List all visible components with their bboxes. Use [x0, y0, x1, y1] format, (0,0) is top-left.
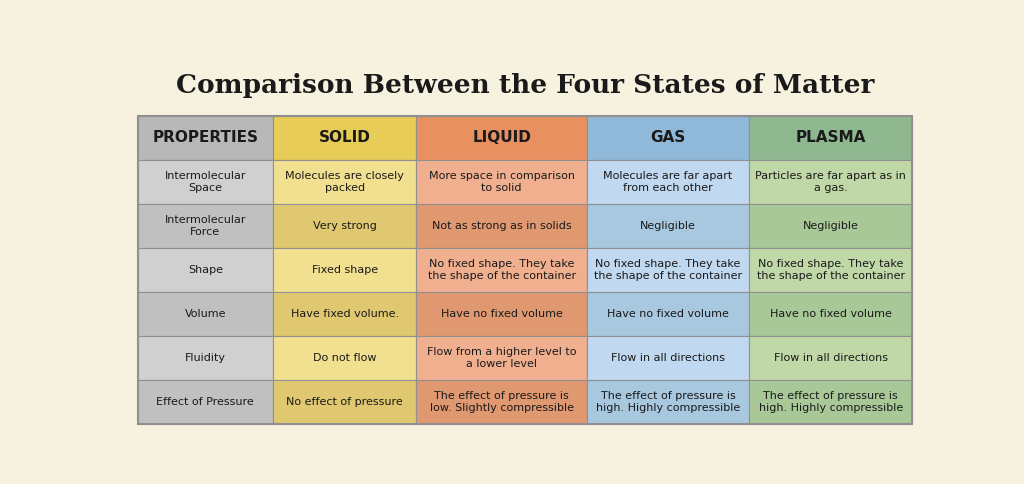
- Bar: [587, 204, 750, 248]
- Text: More space in comparison
to solid: More space in comparison to solid: [429, 171, 574, 193]
- Text: Shape: Shape: [187, 265, 223, 275]
- Text: The effect of pressure is
high. Highly compressible: The effect of pressure is high. Highly c…: [596, 391, 740, 413]
- Text: PROPERTIES: PROPERTIES: [153, 130, 258, 145]
- Bar: [750, 204, 912, 248]
- Bar: [587, 292, 750, 336]
- Text: Particles are far apart as in
a gas.: Particles are far apart as in a gas.: [756, 171, 906, 193]
- Text: Effect of Pressure: Effect of Pressure: [157, 397, 254, 407]
- Bar: [750, 160, 912, 204]
- Text: No fixed shape. They take
the shape of the container: No fixed shape. They take the shape of t…: [427, 259, 575, 281]
- Text: Do not flow: Do not flow: [313, 353, 377, 363]
- Bar: [273, 160, 417, 204]
- Bar: [587, 336, 750, 380]
- Text: Have no fixed volume: Have no fixed volume: [607, 309, 729, 319]
- Bar: [587, 160, 750, 204]
- Bar: [137, 160, 273, 204]
- Bar: [587, 116, 750, 160]
- Text: SOLID: SOLID: [318, 130, 371, 145]
- Bar: [273, 292, 417, 336]
- Text: Very strong: Very strong: [312, 221, 377, 231]
- Text: No fixed shape. They take
the shape of the container: No fixed shape. They take the shape of t…: [594, 259, 742, 281]
- Bar: [417, 336, 587, 380]
- Bar: [750, 380, 912, 424]
- Bar: [137, 292, 273, 336]
- Text: Volume: Volume: [184, 309, 226, 319]
- Text: The effect of pressure is
low. Slightly compressible: The effect of pressure is low. Slightly …: [429, 391, 573, 413]
- Text: Fixed shape: Fixed shape: [311, 265, 378, 275]
- Text: Molecules are far apart
from each other: Molecules are far apart from each other: [603, 171, 733, 193]
- Text: No fixed shape. They take
the shape of the container: No fixed shape. They take the shape of t…: [757, 259, 905, 281]
- Bar: [273, 336, 417, 380]
- Text: Negligible: Negligible: [803, 221, 859, 231]
- Bar: [137, 116, 912, 424]
- Bar: [137, 248, 273, 292]
- Text: No effect of pressure: No effect of pressure: [287, 397, 403, 407]
- Text: Flow in all directions: Flow in all directions: [611, 353, 725, 363]
- Text: The effect of pressure is
high. Highly compressible: The effect of pressure is high. Highly c…: [759, 391, 903, 413]
- Bar: [137, 116, 273, 160]
- Text: Intermolecular
Space: Intermolecular Space: [165, 171, 246, 193]
- Text: Not as strong as in solids: Not as strong as in solids: [432, 221, 571, 231]
- Bar: [417, 160, 587, 204]
- Text: Comparison Between the Four States of Matter: Comparison Between the Four States of Ma…: [175, 73, 874, 98]
- Bar: [587, 380, 750, 424]
- Text: Flow from a higher level to
a lower level: Flow from a higher level to a lower leve…: [427, 347, 577, 369]
- Text: Negligible: Negligible: [640, 221, 696, 231]
- Text: LIQUID: LIQUID: [472, 130, 531, 145]
- Bar: [750, 248, 912, 292]
- Bar: [750, 292, 912, 336]
- Bar: [137, 336, 273, 380]
- Text: Have no fixed volume: Have no fixed volume: [440, 309, 562, 319]
- Text: Fluidity: Fluidity: [184, 353, 226, 363]
- Text: GAS: GAS: [650, 130, 686, 145]
- Bar: [417, 292, 587, 336]
- Bar: [273, 116, 417, 160]
- Text: Intermolecular
Force: Intermolecular Force: [165, 215, 246, 237]
- Bar: [417, 204, 587, 248]
- Text: Have no fixed volume: Have no fixed volume: [770, 309, 892, 319]
- Bar: [273, 380, 417, 424]
- Text: PLASMA: PLASMA: [796, 130, 866, 145]
- Text: Molecules are closely
packed: Molecules are closely packed: [286, 171, 404, 193]
- Bar: [273, 204, 417, 248]
- Bar: [750, 336, 912, 380]
- Bar: [417, 248, 587, 292]
- Bar: [273, 248, 417, 292]
- Bar: [137, 380, 273, 424]
- Text: Have fixed volume.: Have fixed volume.: [291, 309, 398, 319]
- Bar: [137, 204, 273, 248]
- Bar: [750, 116, 912, 160]
- Bar: [417, 116, 587, 160]
- Bar: [587, 248, 750, 292]
- Text: Flow in all directions: Flow in all directions: [774, 353, 888, 363]
- Bar: [417, 380, 587, 424]
